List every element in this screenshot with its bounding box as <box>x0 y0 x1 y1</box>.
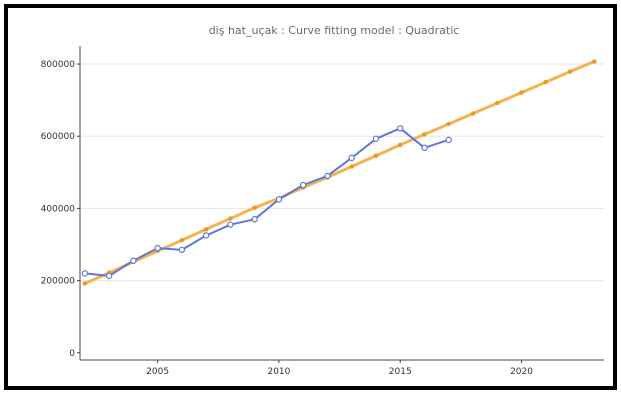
series-0-point <box>130 257 137 264</box>
series-0-point <box>81 270 89 277</box>
series-1-point <box>373 153 379 158</box>
series-1-point <box>519 90 524 95</box>
series-1-point <box>252 205 257 210</box>
series-1-point <box>179 237 185 243</box>
x-tick-label: 2010 <box>267 367 290 377</box>
x-tick-label: 2020 <box>510 367 533 377</box>
series-1-point <box>82 281 88 286</box>
series-0-point <box>202 232 210 239</box>
series-0-point <box>227 221 234 228</box>
chart-title: diş hat_uçak : Curve fitting model : Qua… <box>209 24 460 37</box>
x-tick-label: 2005 <box>146 367 169 377</box>
chart-frame: diş hat_uçak : Curve fitting model : Qua… <box>4 4 617 390</box>
series-0-point <box>154 244 161 252</box>
series-0-point <box>324 172 331 180</box>
y-tick-label: 800000 <box>41 60 76 70</box>
y-tick-label: 600000 <box>41 132 76 142</box>
x-tick-label: 2015 <box>389 367 412 377</box>
series-1-point <box>495 100 500 106</box>
series-0-point <box>445 136 452 144</box>
series-1-point <box>397 142 403 148</box>
series-0-point <box>372 135 380 142</box>
series-0-point <box>397 125 404 132</box>
series-1-point <box>446 121 451 127</box>
series-1-point <box>592 59 597 64</box>
series-1-point <box>203 227 209 232</box>
y-tick-label: 200000 <box>41 277 76 287</box>
series-1-point <box>567 69 573 74</box>
chart-plot: diş hat_uçak : Curve fitting model : Qua… <box>41 24 604 377</box>
series-0-line <box>84 127 450 277</box>
series-0-point <box>421 144 428 151</box>
series-1-point <box>349 164 354 169</box>
y-tick-label: 0 <box>69 349 75 359</box>
series-1-point <box>470 111 476 116</box>
series-0-point <box>275 196 283 203</box>
series-0-point <box>299 181 307 189</box>
series-1-point <box>543 79 549 85</box>
series-1-line <box>84 60 595 285</box>
series-0-point <box>251 216 258 223</box>
series-1-point <box>422 132 427 137</box>
series-0-point <box>348 154 355 162</box>
y-tick-label: 400000 <box>41 204 76 214</box>
series-1-point <box>228 216 233 221</box>
series-0-point <box>105 272 113 280</box>
series-0-point <box>178 246 186 254</box>
